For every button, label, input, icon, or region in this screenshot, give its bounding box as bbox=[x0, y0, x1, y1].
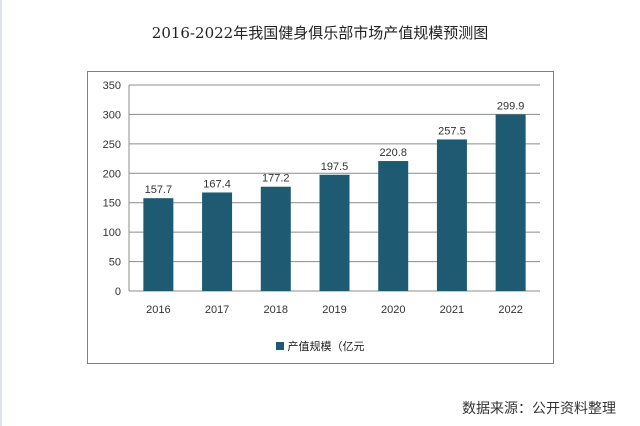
data-label: 299.9 bbox=[497, 100, 525, 112]
bar bbox=[143, 198, 174, 291]
y-tick-label: 50 bbox=[109, 257, 121, 269]
y-tick-label: 300 bbox=[103, 109, 121, 121]
x-tick-label: 2017 bbox=[205, 304, 229, 316]
bar bbox=[319, 174, 350, 291]
left-border-rule bbox=[0, 0, 2, 426]
bar bbox=[495, 114, 526, 291]
x-tick-label: 2016 bbox=[146, 304, 170, 316]
x-tick-label: 2018 bbox=[264, 304, 288, 316]
legend-label: 产值规模（亿元 bbox=[287, 340, 365, 353]
x-tick-label: 2020 bbox=[381, 304, 405, 316]
y-tick-label: 0 bbox=[115, 286, 121, 298]
x-tick-label: 2019 bbox=[322, 304, 346, 316]
data-label: 177.2 bbox=[262, 173, 290, 185]
y-tick-label: 350 bbox=[103, 80, 121, 92]
x-tick-label: 2022 bbox=[498, 304, 522, 316]
source-note: 数据来源：公开资料整理 bbox=[462, 401, 616, 417]
x-tick-label: 2021 bbox=[440, 304, 464, 316]
legend: 产值规模（亿元 bbox=[0, 338, 640, 354]
data-label: 220.8 bbox=[379, 147, 407, 159]
bar bbox=[378, 161, 409, 291]
y-tick-label: 250 bbox=[103, 139, 121, 151]
data-label: 197.5 bbox=[321, 161, 349, 173]
bar bbox=[436, 139, 467, 291]
bar bbox=[202, 192, 233, 291]
bar bbox=[260, 186, 291, 291]
legend-swatch bbox=[275, 342, 284, 350]
data-label: 167.4 bbox=[203, 178, 231, 190]
data-label: 257.5 bbox=[438, 125, 466, 137]
y-tick-label: 200 bbox=[103, 168, 121, 180]
chart-title: 2016-2022年我国健身俱乐部市场产值规模预测图 bbox=[151, 24, 489, 42]
y-tick-label: 100 bbox=[103, 227, 121, 239]
y-tick-label: 150 bbox=[103, 198, 121, 210]
data-label: 157.7 bbox=[145, 184, 173, 196]
